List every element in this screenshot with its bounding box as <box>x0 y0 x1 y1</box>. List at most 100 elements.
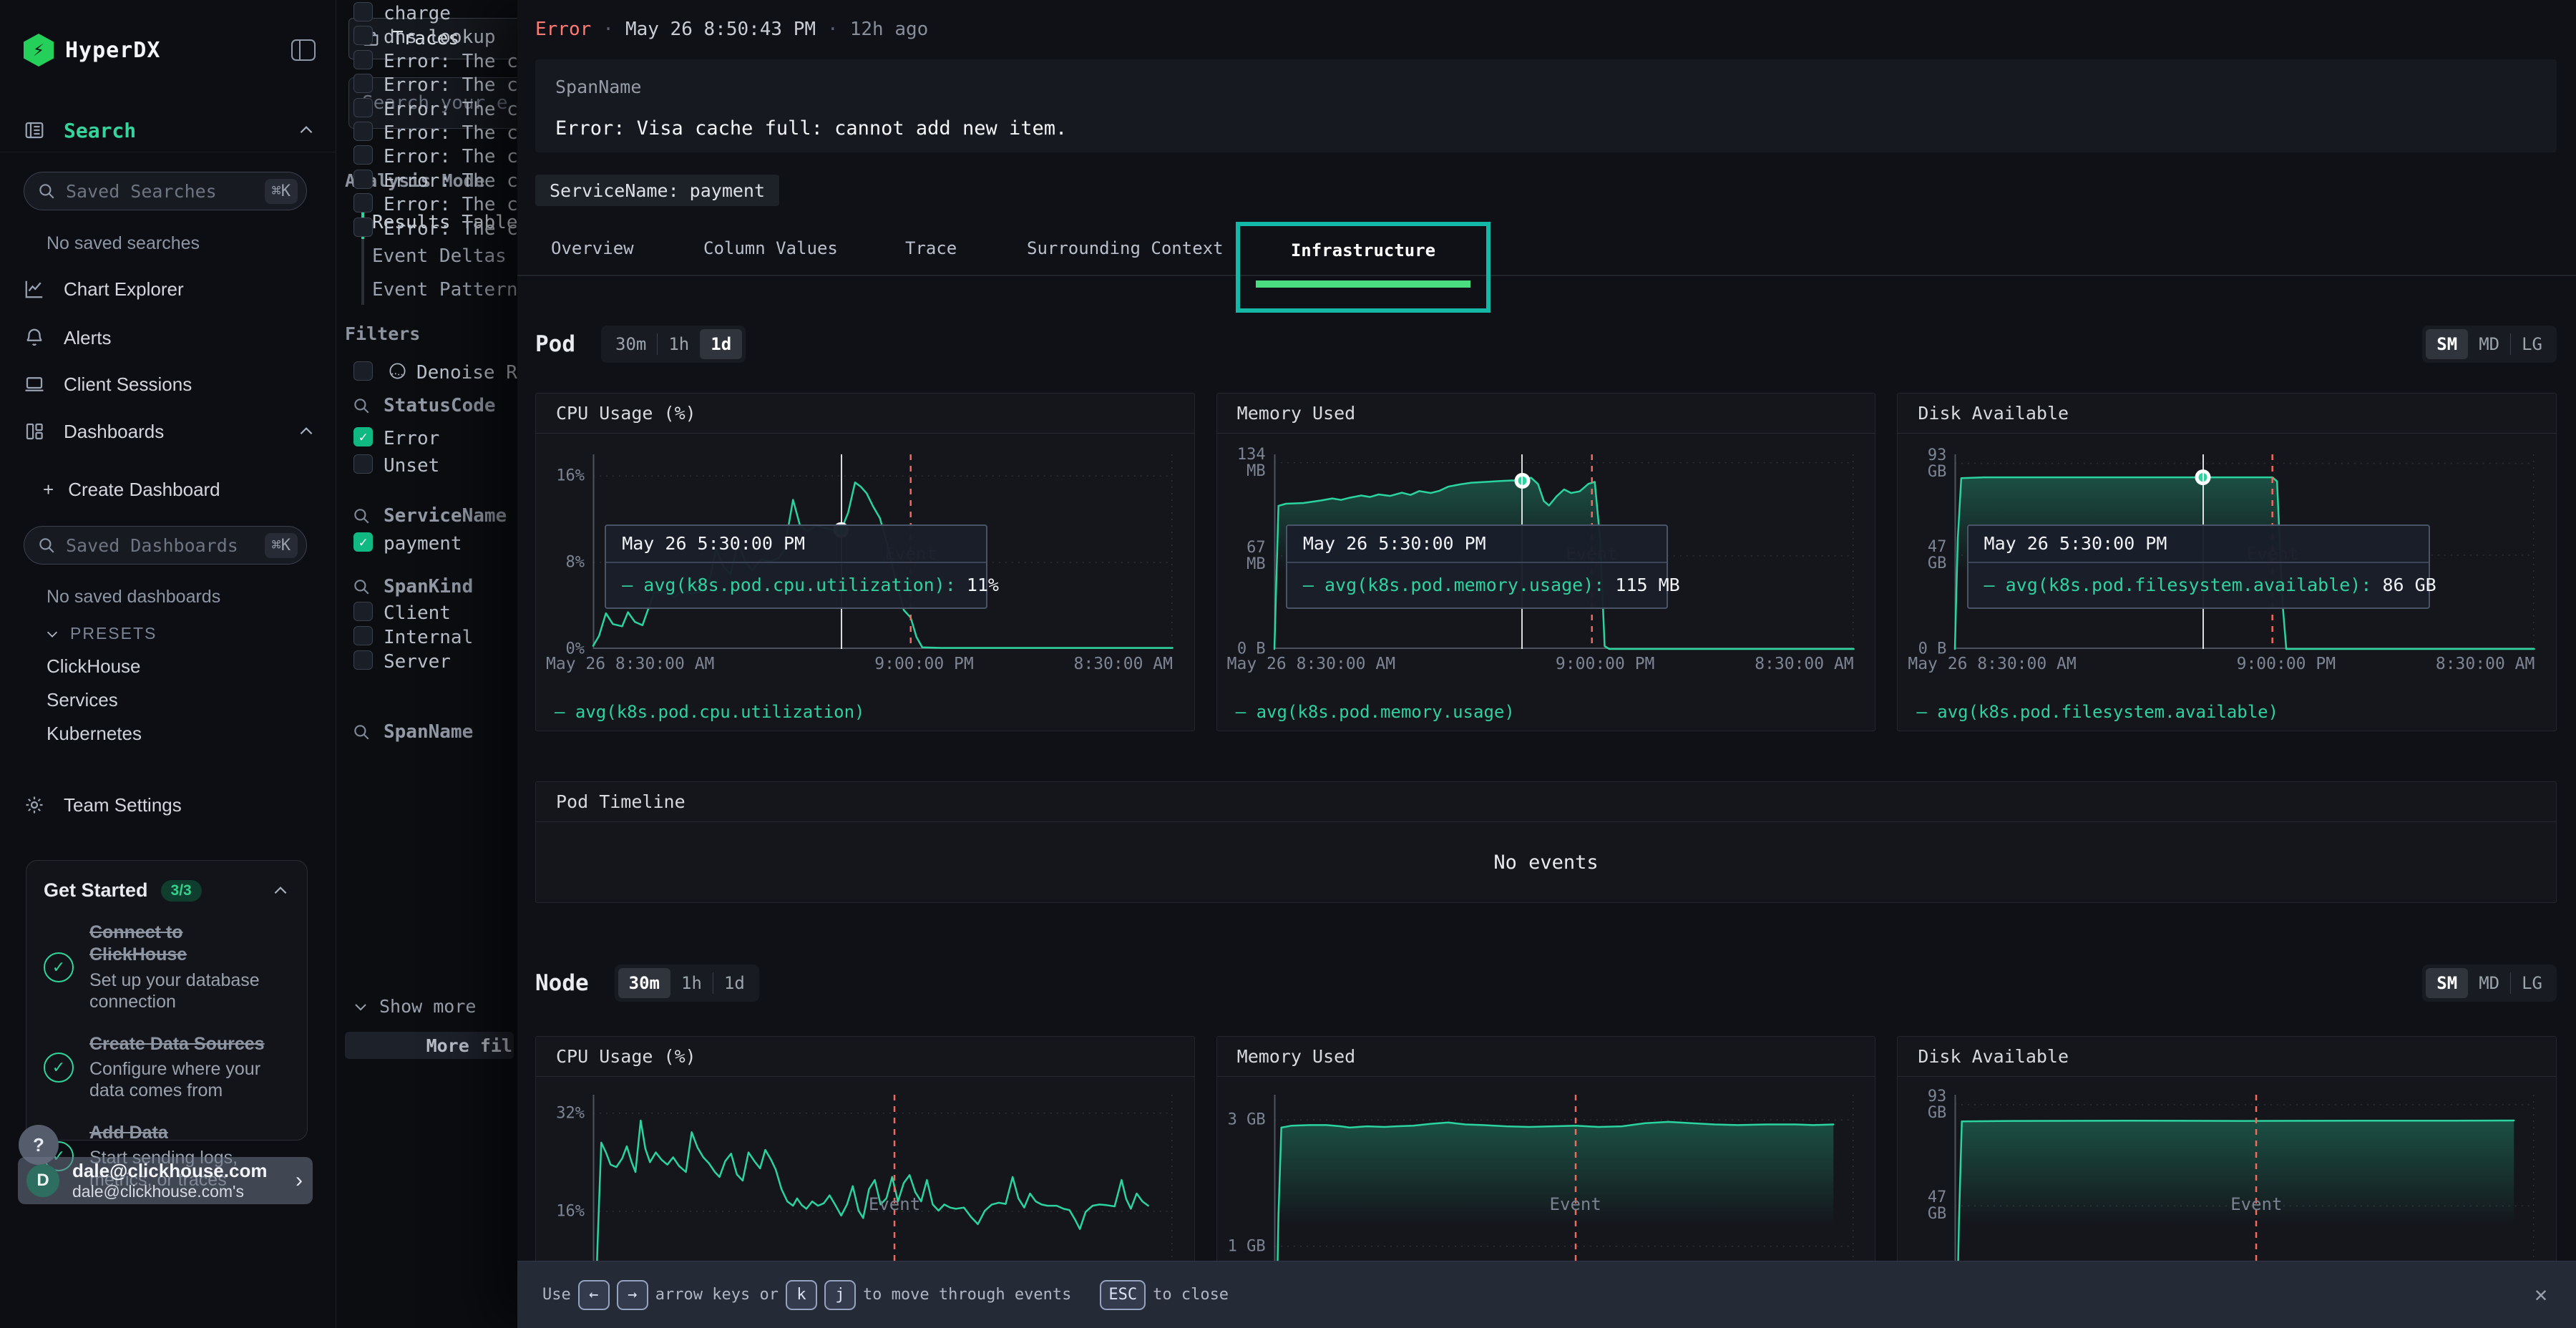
search-section-icon <box>24 119 45 141</box>
spankind-server-label[interactable]: Server <box>384 651 451 673</box>
preset-services[interactable]: Services <box>47 689 118 711</box>
node-size-lg[interactable]: LG <box>2522 973 2542 993</box>
esc-key: ESC <box>1100 1279 1146 1310</box>
tab-trace[interactable]: Trace <box>905 238 957 258</box>
chevron-up-icon[interactable] <box>297 121 316 140</box>
show-more-button[interactable]: Show more <box>352 996 476 1017</box>
x-axis-tick: May 26 8:30:00 AM <box>1908 655 2077 673</box>
sidebar-item-search[interactable]: Search <box>24 114 316 146</box>
spanname-option[interactable]: Error: The cr <box>336 72 517 96</box>
pod-size-lg[interactable]: LG <box>2522 334 2542 354</box>
preset-clickhouse[interactable]: ClickHouse <box>47 655 141 677</box>
node-range-1d[interactable]: 1d <box>723 973 745 993</box>
servicename-payment-checkbox[interactable]: ✓ <box>353 532 373 552</box>
sidebar-item-chart-explorer[interactable]: Chart Explorer <box>24 273 316 305</box>
option-checkbox[interactable] <box>353 2 373 21</box>
option-checkbox[interactable] <box>353 193 373 213</box>
search-icon <box>354 580 369 595</box>
get-started-item-title[interactable]: Add Data <box>89 1122 168 1143</box>
servicename-group-header[interactable]: ServiceName <box>352 505 507 527</box>
create-dashboard-button[interactable]: + Create Dashboard <box>43 474 316 505</box>
chart-plot-area[interactable]: EventMay 26 5:30:00 PM— avg(k8s.pod.file… <box>1954 454 2536 650</box>
chevron-up-icon[interactable] <box>271 882 290 900</box>
spanname-option[interactable]: Error: The cr <box>336 48 517 72</box>
node-range-1h[interactable]: 1h <box>681 973 702 993</box>
analysis-mode-event-patterns[interactable]: Event Patterns <box>372 279 517 301</box>
chart-plot-area[interactable]: EventMay 26 5:30:00 PM— avg(k8s.pod.memo… <box>1273 454 1855 650</box>
preset-kubernetes[interactable]: Kubernetes <box>47 723 142 744</box>
close-icon[interactable]: ✕ <box>2534 1282 2547 1307</box>
spanname-group-header[interactable]: SpanName <box>352 721 473 743</box>
sidebar-item-team-settings[interactable]: Team Settings <box>24 789 316 821</box>
tab-overview[interactable]: Overview <box>551 238 634 258</box>
statuscode-error-label[interactable]: Error <box>384 428 440 449</box>
get-started-item-title[interactable]: Create Data Sources <box>89 1033 265 1054</box>
sidebar-item-client-sessions[interactable]: Client Sessions <box>24 368 316 400</box>
chart-plot-area[interactable]: EventMay 26 5:30:00 PM— avg(k8s.pod.cpu.… <box>592 454 1174 649</box>
spankind-client-checkbox[interactable] <box>353 602 373 621</box>
option-checkbox[interactable] <box>353 217 373 237</box>
option-checkbox[interactable] <box>353 169 373 189</box>
chart-plot-area[interactable]: Event <box>1954 1095 2534 1261</box>
option-checkbox[interactable] <box>353 145 373 165</box>
node-size-md[interactable]: MD <box>2479 973 2500 993</box>
statuscode-error-checkbox[interactable]: ✓ <box>353 427 373 446</box>
statuscode-unset-checkbox[interactable] <box>353 454 373 474</box>
servicename-chip[interactable]: ServiceName: payment <box>535 175 780 206</box>
spanname-option[interactable]: charge <box>336 0 517 24</box>
chevron-up-icon[interactable] <box>297 422 316 441</box>
tab-infrastructure[interactable]: Infrastructure <box>1290 240 1436 260</box>
get-started-item-title[interactable]: Connect to ClickHouse <box>89 922 187 965</box>
statuscode-group-header[interactable]: StatusCode <box>352 395 496 416</box>
chart-plot-area[interactable]: Event <box>592 1095 1173 1261</box>
spanname-option[interactable]: Error: The cr <box>336 167 517 192</box>
node-size-sm[interactable]: SM <box>2426 968 2469 998</box>
option-checkbox[interactable] <box>353 97 373 117</box>
analysis-mode-event-deltas[interactable]: Event Deltas <box>372 245 507 267</box>
spankind-group-header[interactable]: SpanKind <box>352 576 473 597</box>
saved-searches-input[interactable] <box>66 180 265 202</box>
collapse-sidebar-icon[interactable] <box>291 39 316 61</box>
search-icon <box>37 182 56 200</box>
sidebar-item-alerts[interactable]: Alerts <box>24 322 316 353</box>
source-select[interactable]: Traces <box>348 18 517 59</box>
sidebar-item-dashboards[interactable]: Dashboards <box>24 416 316 447</box>
spanname-option[interactable]: Error: The cr <box>336 191 517 215</box>
spanname-option[interactable]: Error: The cr <box>336 119 517 144</box>
spankind-internal-label[interactable]: Internal <box>384 627 474 648</box>
pod-range-1d[interactable]: 1d <box>700 329 743 359</box>
servicename-payment-label[interactable]: payment <box>384 533 462 555</box>
option-checkbox[interactable] <box>353 26 373 46</box>
spanname-option[interactable]: Error: The cr <box>336 96 517 120</box>
spanname-option[interactable]: Error: The cr <box>336 143 517 167</box>
option-checkbox[interactable] <box>353 74 373 94</box>
spankind-server-checkbox[interactable] <box>353 650 373 670</box>
option-checkbox[interactable] <box>353 49 373 69</box>
get-started-title: Get Started <box>44 879 148 901</box>
denoise-checkbox[interactable] <box>353 361 373 381</box>
event-search-input[interactable] <box>362 92 517 114</box>
tooltip-time: May 26 5:30:00 PM <box>606 526 986 563</box>
chart-plot-area[interactable]: Event <box>1274 1095 1854 1261</box>
analysis-mode-results-table[interactable]: Results Table <box>372 212 517 233</box>
option-checkbox[interactable] <box>353 121 373 141</box>
node-range-30m[interactable]: 30m <box>618 968 671 998</box>
user-chip[interactable]: D dale@clickhouse.com dale@clickhouse.co… <box>18 1157 313 1204</box>
pod-size-md[interactable]: MD <box>2479 334 2500 354</box>
statuscode-unset-label[interactable]: Unset <box>384 455 440 477</box>
spanname-option[interactable]: Error: The cr <box>336 215 517 240</box>
pod-range-1h[interactable]: 1h <box>668 334 690 354</box>
pod-size-sm[interactable]: SM <box>2426 329 2469 359</box>
spankind-client-label[interactable]: Client <box>384 602 451 624</box>
spankind-internal-checkbox[interactable] <box>353 626 373 645</box>
x-axis-tick: 9:00:00 PM <box>1555 655 1655 673</box>
saved-dashboards-input[interactable] <box>66 534 265 556</box>
tab-surrounding-context[interactable]: Surrounding Context <box>1027 238 1224 258</box>
bell-icon <box>24 327 45 348</box>
spanname-option[interactable]: dns.lookup <box>336 24 517 48</box>
y-axis-tick: 47 GB <box>1927 1188 1947 1224</box>
presets-toggle[interactable]: PRESETS <box>44 624 157 643</box>
more-filters-button[interactable]: More fil <box>345 1032 514 1059</box>
pod-range-30m[interactable]: 30m <box>615 334 647 354</box>
tab-column-values[interactable]: Column Values <box>703 238 838 258</box>
